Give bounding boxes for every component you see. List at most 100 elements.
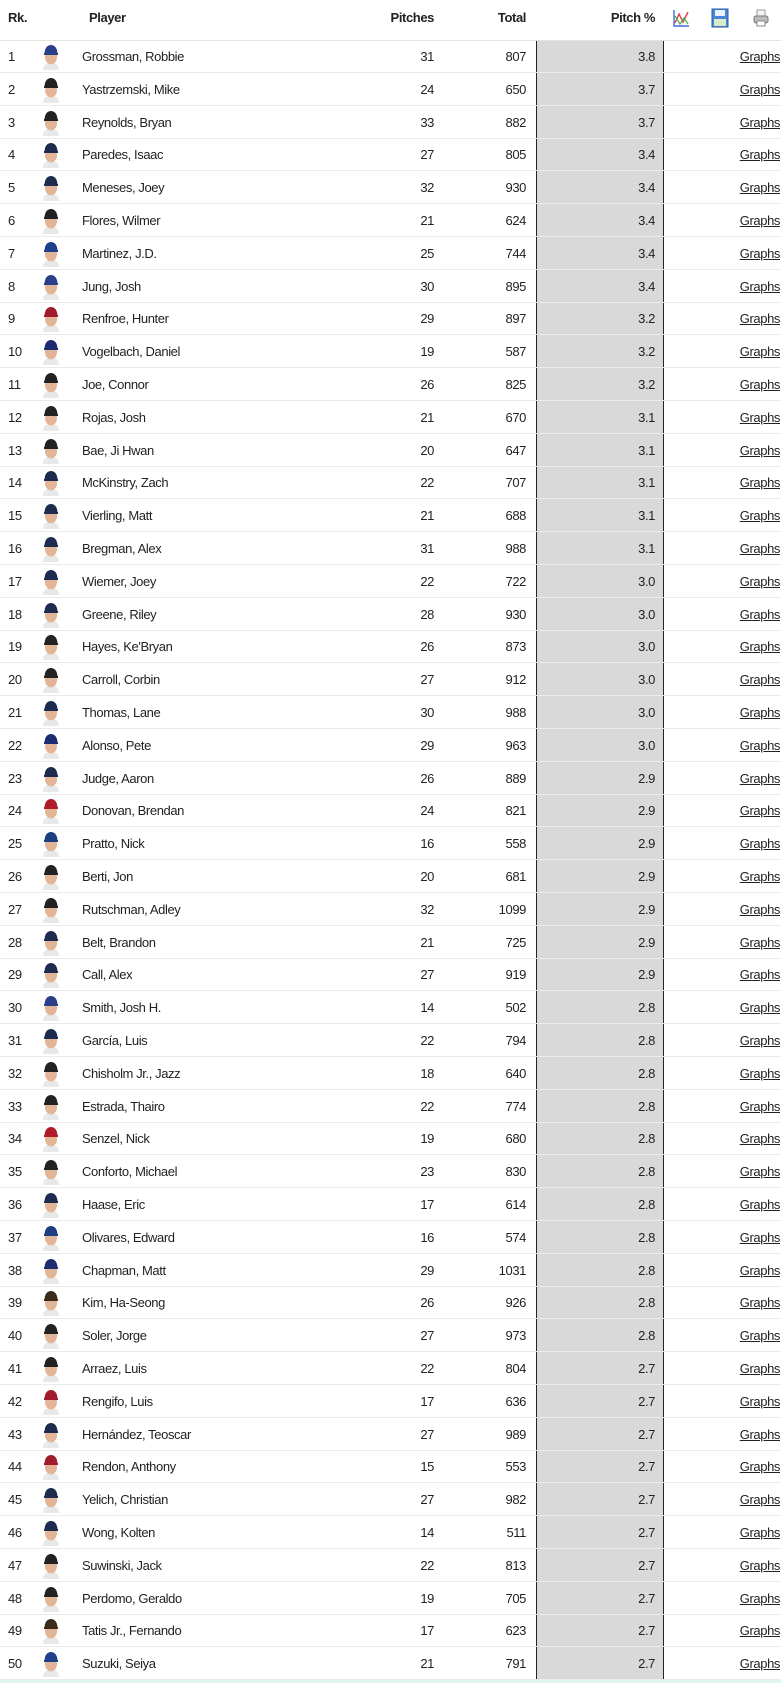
graphs-link[interactable]: Graphs [739,967,781,983]
player-name[interactable]: Alonso, Pete [82,737,151,753]
graphs-link[interactable]: Graphs [739,377,781,392]
graphs-link[interactable]: Graphs [739,1164,781,1180]
player-name[interactable]: García, Luis [82,1033,148,1048]
player-name[interactable]: Tatis Jr., Fernando [82,1623,182,1639]
graphs-link[interactable]: Graphs [739,934,781,950]
player-name[interactable]: Meneses, Joey [82,180,165,196]
player-name[interactable]: Haase, Eric [82,1197,145,1212]
graphs-link[interactable]: Graphs [739,803,781,819]
player-name[interactable]: Vierling, Matt [82,508,153,524]
graphs-link[interactable]: Graphs [739,1197,781,1212]
graphs-link[interactable]: Graphs [739,508,781,524]
graphs-link[interactable]: Graphs [739,1590,781,1606]
header-rank[interactable]: Rk. [8,10,28,25]
graphs-link[interactable]: Graphs [739,1131,781,1147]
graphs-link[interactable]: Graphs [739,1328,781,1344]
graphs-link[interactable]: Graphs [739,1229,781,1245]
player-name[interactable]: Rojas, Josh [82,409,146,425]
player-name[interactable]: McKinstry, Zach [82,475,169,491]
player-name[interactable]: Greene, Riley [82,606,157,622]
graphs-link[interactable]: Graphs [739,836,781,852]
player-name[interactable]: Wiemer, Joey [82,573,156,589]
graphs-link[interactable]: Graphs [739,475,781,491]
player-name[interactable]: Bregman, Alex [82,541,162,556]
graphs-link[interactable]: Graphs [739,114,781,130]
player-name[interactable]: Suwinski, Jack [82,1557,162,1573]
header-pitch-pct[interactable]: Pitch % [610,10,656,25]
graphs-link[interactable]: Graphs [739,1426,781,1442]
graphs-link[interactable]: Graphs [739,672,781,688]
player-name[interactable]: Judge, Aaron [82,770,154,786]
player-name[interactable]: Rendon, Anthony [82,1459,176,1475]
player-name[interactable]: Perdomo, Geraldo [82,1590,182,1606]
player-name[interactable]: Paredes, Isaac [82,147,164,163]
player-name[interactable]: Soler, Jorge [82,1328,147,1344]
player-name[interactable]: Kim, Ha-Seong [82,1295,165,1311]
graphs-link[interactable]: Graphs [739,1361,781,1376]
graphs-link[interactable]: Graphs [739,639,781,655]
graphs-link[interactable]: Graphs [739,1393,781,1409]
graphs-link[interactable]: Graphs [739,245,781,261]
graphs-link[interactable]: Graphs [739,442,781,458]
graphs-link[interactable]: Graphs [739,869,781,884]
graphs-link[interactable]: Graphs [739,1525,781,1540]
player-name[interactable]: Yastrzemski, Mike [82,81,180,97]
player-name[interactable]: Senzel, Nick [82,1131,150,1147]
player-name[interactable]: Conforto, Michael [82,1164,178,1180]
player-name[interactable]: Reynolds, Bryan [82,114,172,130]
graphs-link[interactable]: Graphs [739,770,781,786]
save-icon[interactable] [711,8,729,28]
player-name[interactable]: Thomas, Lane [82,705,161,720]
player-name[interactable]: Wong, Kolten [82,1525,156,1540]
graphs-link[interactable]: Graphs [739,1492,781,1508]
header-pitches[interactable]: Pitches [390,10,435,25]
graphs-link[interactable]: Graphs [739,311,781,327]
graphs-link[interactable]: Graphs [739,573,781,589]
player-name[interactable]: Carroll, Corbin [82,672,160,688]
graphs-link[interactable]: Graphs [739,409,781,425]
graphs-link[interactable]: Graphs [739,278,781,294]
player-name[interactable]: Martinez, J.D. [82,245,157,261]
player-name[interactable]: Smith, Josh H. [82,1000,161,1016]
player-name[interactable]: Belt, Brandon [82,934,156,950]
header-player[interactable]: Player [89,10,126,25]
graphs-link[interactable]: Graphs [739,1098,781,1114]
player-name[interactable]: Call, Alex [82,967,133,983]
player-name[interactable]: Jung, Josh [82,278,141,294]
graphs-link[interactable]: Graphs [739,705,781,720]
graphs-link[interactable]: Graphs [739,737,781,753]
player-name[interactable]: Grossman, Robbie [82,49,184,64]
player-name[interactable]: Joe, Connor [82,377,149,392]
player-name[interactable]: Berti, Jon [82,869,133,884]
player-name[interactable]: Rutschman, Adley [82,901,181,917]
chart-icon[interactable] [672,8,690,28]
player-name[interactable]: Rengifo, Luis [82,1393,153,1409]
graphs-link[interactable]: Graphs [739,213,781,228]
graphs-link[interactable]: Graphs [739,1557,781,1573]
graphs-link[interactable]: Graphs [739,1065,781,1081]
graphs-link[interactable]: Graphs [739,180,781,196]
graphs-link[interactable]: Graphs [739,541,781,556]
graphs-link[interactable]: Graphs [739,1033,781,1048]
graphs-link[interactable]: Graphs [739,1000,781,1016]
graphs-link[interactable]: Graphs [739,1262,781,1278]
graphs-link[interactable]: Graphs [739,606,781,622]
graphs-link[interactable]: Graphs [739,1459,781,1475]
graphs-link[interactable]: Graphs [739,49,781,64]
graphs-link[interactable]: Graphs [739,1656,781,1672]
player-name[interactable]: Donovan, Brendan [82,803,185,819]
player-name[interactable]: Chisholm Jr., Jazz [82,1065,181,1081]
player-name[interactable]: Flores, Wilmer [82,213,161,228]
graphs-link[interactable]: Graphs [739,901,781,917]
player-name[interactable]: Suzuki, Seiya [82,1656,156,1672]
player-name[interactable]: Renfroe, Hunter [82,311,169,327]
graphs-link[interactable]: Graphs [739,81,781,97]
player-name[interactable]: Arraez, Luis [82,1361,147,1376]
player-name[interactable]: Hernández, Teoscar [82,1426,191,1442]
graphs-link[interactable]: Graphs [739,344,781,360]
player-name[interactable]: Vogelbach, Daniel [82,344,180,360]
player-name[interactable]: Estrada, Thairo [82,1098,165,1114]
graphs-link[interactable]: Graphs [739,1295,781,1311]
graphs-link[interactable]: Graphs [739,1623,781,1639]
player-name[interactable]: Bae, Ji Hwan [82,442,154,458]
